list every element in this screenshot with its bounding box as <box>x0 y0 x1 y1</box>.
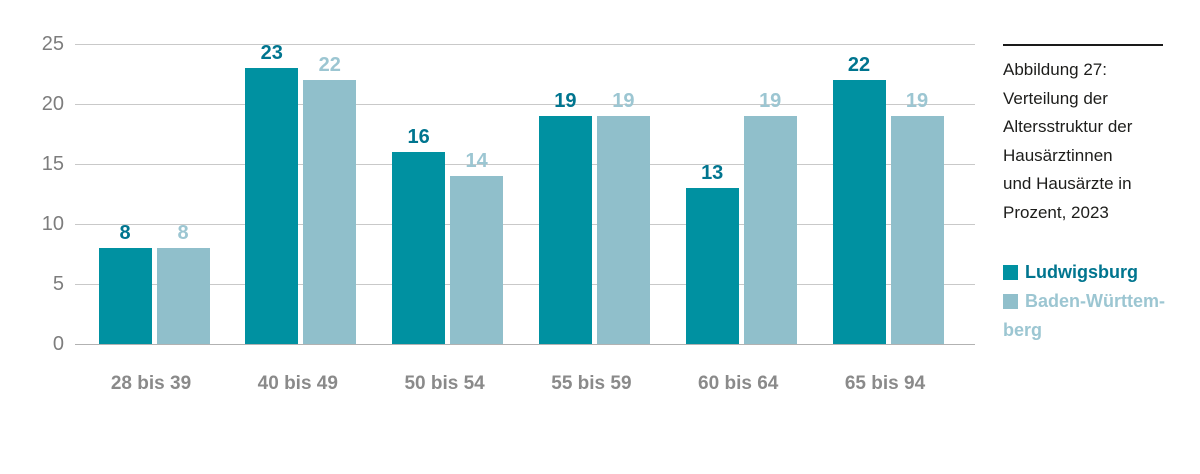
bar-ludwigsburg <box>245 68 299 344</box>
bar-ludwigsburg <box>538 116 592 344</box>
gridline <box>75 104 975 105</box>
bar-ludwigsburg <box>685 188 739 344</box>
x-category-label: 28 bis 39 <box>110 373 192 394</box>
bar-value-label: 22 <box>847 54 871 76</box>
legend-swatch-ludwigsburg-icon <box>1003 265 1018 280</box>
legend-label-baden-wuerttemberg: Baden-Württem- <box>1025 291 1165 311</box>
legend: Ludwigsburg Baden-Württem- berg <box>1003 258 1183 345</box>
x-category-label: 60 bis 64 <box>698 373 779 394</box>
bar-value-label: 19 <box>554 90 577 112</box>
x-category-label: 40 bis 49 <box>257 373 338 394</box>
y-tick-label: 5 <box>52 273 64 295</box>
bar-baden-wuerttemberg <box>743 116 797 344</box>
bar-value-label: 16 <box>407 126 430 148</box>
bar-value-label: 22 <box>318 54 341 76</box>
bar-baden-wuerttemberg <box>303 80 357 344</box>
bar-value-label: 23 <box>260 42 283 64</box>
caption-line: Abbildung 27: <box>1003 60 1107 79</box>
y-tick-label: 15 <box>41 153 64 175</box>
gridline <box>75 44 975 45</box>
y-tick-label: 0 <box>52 333 64 355</box>
caption-line: Hausärztinnen <box>1003 145 1113 165</box>
legend-item-ludwigsburg: Ludwigsburg <box>1003 258 1183 287</box>
bar-baden-wuerttemberg <box>156 248 210 344</box>
bar-baden-wuerttemberg <box>450 176 504 344</box>
caption-rule <box>1003 44 1163 46</box>
caption-line: Prozent, 2023 <box>1003 202 1109 222</box>
bar-ludwigsburg <box>98 248 152 344</box>
gridline <box>75 164 975 165</box>
bar-baden-wuerttemberg <box>890 116 944 344</box>
x-category-label: 50 bis 54 <box>404 373 485 394</box>
caption-line: und Hausärzte in <box>1003 174 1132 193</box>
bar-value-label: 13 <box>701 162 724 184</box>
bar-value-label: 8 <box>119 222 131 244</box>
caption-line: Altersstruktur der <box>1003 117 1133 136</box>
y-tick-label: 25 <box>41 33 64 55</box>
gridline <box>75 224 975 225</box>
x-axis-line <box>75 344 975 345</box>
legend-swatch-baden-wuerttemberg-icon <box>1003 294 1018 309</box>
y-tick-label: 10 <box>41 213 64 235</box>
gridline <box>75 284 975 285</box>
caption-line: Verteilung der <box>1003 88 1108 108</box>
x-category-label: 65 bis 94 <box>844 373 926 394</box>
legend-label-ludwigsburg: Ludwigsburg <box>1025 262 1138 282</box>
bar-value-label: 14 <box>465 150 488 172</box>
figure-caption: Abbildung 27: Verteilung der Altersstruk… <box>1003 56 1183 227</box>
y-tick-label: 20 <box>41 93 64 115</box>
bar-ludwigsburg <box>392 152 446 344</box>
legend-label-baden-wuerttemberg-line2: berg <box>1003 320 1043 340</box>
bar-value-label: 19 <box>759 90 782 112</box>
x-category-label: 55 bis 59 <box>551 373 632 394</box>
bar-baden-wuerttemberg <box>596 116 650 344</box>
bar-value-label: 19 <box>612 90 635 112</box>
bar-value-label: 8 <box>177 222 189 244</box>
bar-value-label: 19 <box>905 90 929 112</box>
legend-item-baden-wuerttemberg: Baden-Württem- berg <box>1003 287 1183 345</box>
bar-ludwigsburg <box>832 80 886 344</box>
